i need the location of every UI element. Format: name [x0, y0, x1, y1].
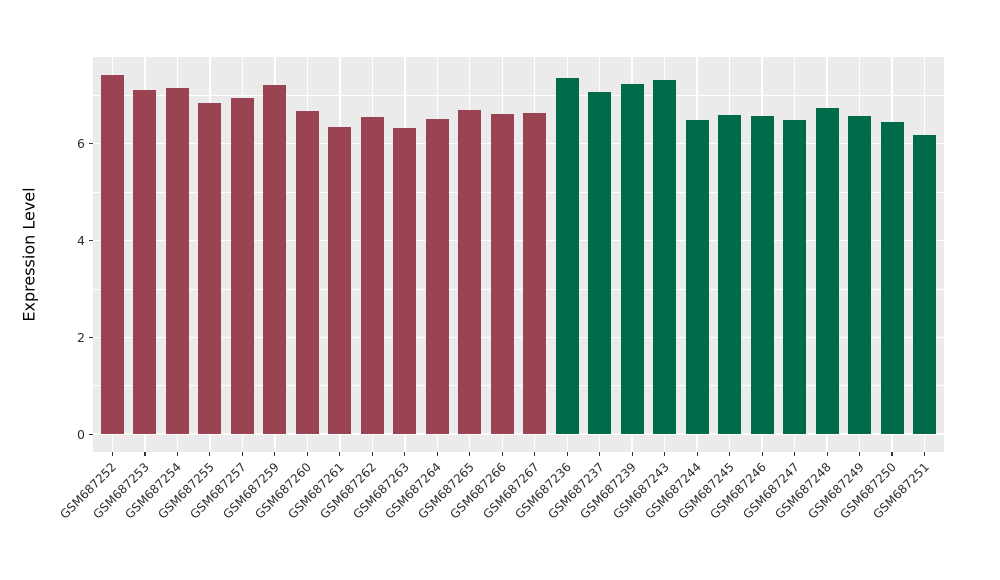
bar-GSM687261: [328, 127, 352, 435]
y-tick: [89, 239, 93, 241]
x-tick: [534, 452, 536, 456]
y-tick-label: 6: [77, 136, 85, 152]
bar-GSM687247: [783, 120, 807, 435]
x-tick: [501, 452, 503, 456]
x-tick: [144, 452, 146, 456]
x-tick: [696, 452, 698, 456]
bar-GSM687239: [620, 84, 644, 435]
bar-GSM687260: [295, 110, 319, 435]
bar-GSM687237: [588, 92, 612, 435]
bar-GSM687267: [523, 112, 547, 435]
x-tick: [729, 452, 731, 456]
bar-GSM687248: [815, 107, 839, 435]
x-tick: [339, 452, 341, 456]
x-tick: [631, 452, 633, 456]
y-tick: [89, 336, 93, 338]
bar-GSM687265: [458, 110, 482, 435]
x-tick: [274, 452, 276, 456]
x-tick: [664, 452, 666, 456]
bar-GSM687255: [198, 102, 222, 435]
bar-GSM687253: [133, 89, 157, 435]
x-tick: [306, 452, 308, 456]
bar-GSM687246: [750, 116, 774, 435]
gridline-minor-y: [93, 288, 944, 290]
x-tick: [761, 452, 763, 456]
y-tick-label: 0: [77, 426, 85, 442]
x-tick: [599, 452, 601, 456]
x-tick: [923, 452, 926, 456]
bar-GSM687257: [230, 97, 254, 435]
bar-GSM687264: [425, 118, 449, 435]
x-tick: [794, 452, 796, 456]
bar-GSM687243: [653, 79, 677, 435]
x-tick: [111, 452, 114, 456]
bar-GSM687245: [718, 115, 742, 435]
x-tick: [241, 452, 243, 456]
x-tick: [209, 452, 211, 456]
y-tick: [89, 143, 93, 145]
x-tick: [404, 452, 406, 456]
y-tick: [89, 433, 93, 435]
bar-GSM687262: [360, 117, 384, 435]
bar-GSM687249: [848, 115, 872, 435]
plot-panel: [93, 57, 944, 452]
x-tick: [566, 452, 568, 456]
bar-GSM687252: [100, 74, 124, 435]
x-tick: [891, 452, 893, 456]
bar-GSM687254: [165, 88, 189, 435]
x-tick: [826, 452, 828, 456]
bar-GSM687250: [880, 121, 904, 435]
x-tick: [436, 452, 438, 456]
bar-GSM687259: [263, 85, 287, 435]
x-tick: [371, 452, 373, 456]
bar-GSM687263: [393, 128, 417, 435]
gridline-major-y: [93, 433, 944, 435]
gridline-minor-y: [93, 385, 944, 387]
gridline-major-y: [93, 142, 944, 145]
x-tick: [176, 452, 178, 456]
x-tick: [858, 452, 861, 456]
bar-GSM687251: [913, 135, 936, 435]
gridline-minor-y: [93, 191, 944, 193]
x-tick: [469, 452, 471, 456]
bar-GSM687244: [685, 119, 709, 435]
gridline-major-y: [93, 239, 944, 242]
bar-GSM687266: [490, 114, 514, 435]
y-axis-title-box: Expression Level: [12, 57, 46, 452]
y-tick-label: 4: [77, 232, 85, 248]
bar-GSM687236: [555, 78, 579, 435]
gridline-minor-y: [93, 94, 944, 96]
y-axis-title: Expression Level: [19, 187, 39, 322]
y-tick-label: 2: [77, 329, 85, 345]
gridline-major-y: [93, 336, 944, 338]
